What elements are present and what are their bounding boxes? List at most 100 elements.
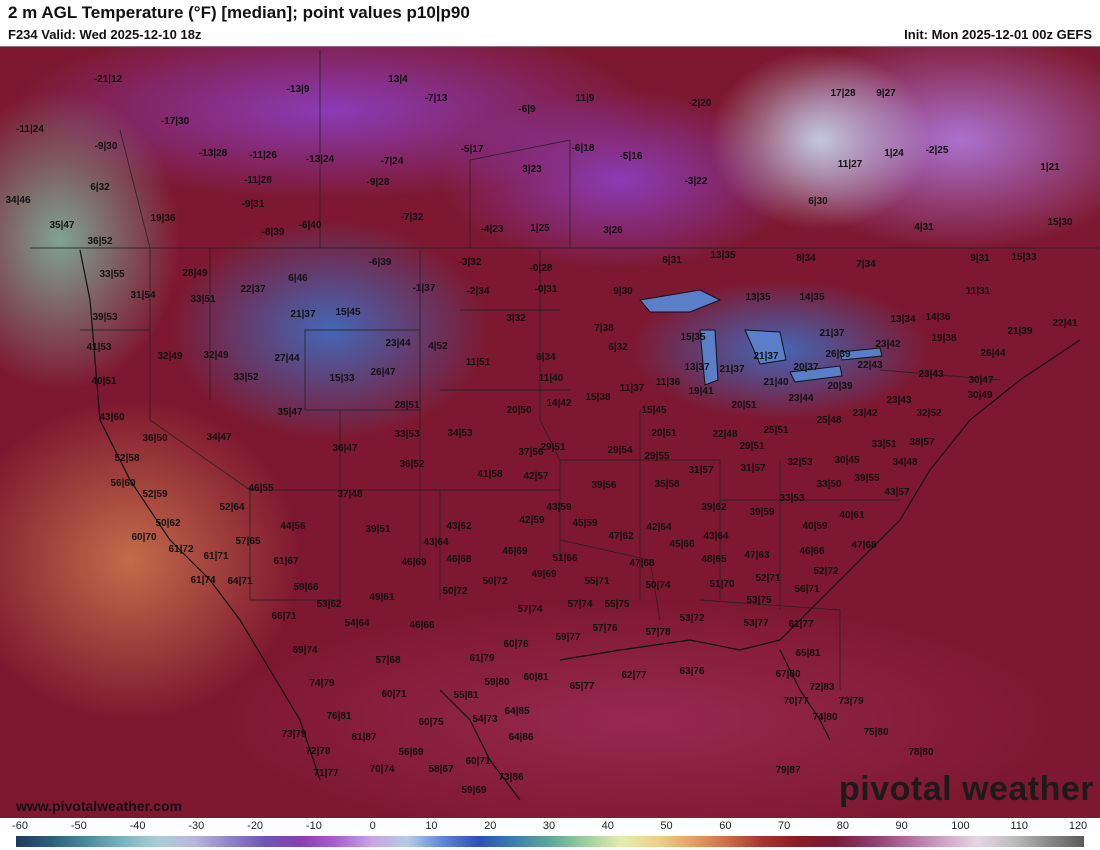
point-value-label: 22|41 xyxy=(1052,318,1077,329)
point-value-label: 65|77 xyxy=(569,681,594,692)
point-value-label: 60|70 xyxy=(131,532,156,543)
colorbar-tick-label: 30 xyxy=(542,820,556,832)
point-value-label: 52|71 xyxy=(755,573,780,584)
point-value-label: -2|20 xyxy=(689,98,712,109)
point-value-label: 38|57 xyxy=(909,437,934,448)
great-lakes xyxy=(639,289,883,386)
point-value-label: 42|57 xyxy=(523,471,548,482)
colorbar-tick-label: 0 xyxy=(369,820,376,832)
point-value-label: 30|47 xyxy=(968,375,993,386)
point-value-label: 11|31 xyxy=(966,286,991,297)
point-value-label: 40|51 xyxy=(91,376,116,387)
point-value-label: 74|80 xyxy=(812,712,837,723)
point-value-label: 81|87 xyxy=(351,732,376,743)
point-value-label: 61|72 xyxy=(168,544,193,555)
point-value-label: 73|79 xyxy=(281,729,306,740)
point-value-label: 73|86 xyxy=(498,772,523,783)
temperature-map[interactable]: -21|12 -13|9 13|4 -7|13 11|9 -2|20 17|28 9|27 -1… xyxy=(0,46,1100,818)
colorbar-tick-label: 40 xyxy=(601,820,614,832)
point-value-label: 15|45 xyxy=(641,405,666,416)
point-value-label: -2|34 xyxy=(467,286,490,297)
point-value-label: 57|76 xyxy=(592,623,617,634)
point-values-layer: -21|12 -13|9 13|4 -7|13 11|9 -2|20 17|28 9|27 -1… xyxy=(5,74,1077,796)
point-value-label: 63|76 xyxy=(679,666,704,677)
point-value-label: 3|26 xyxy=(603,225,623,236)
point-value-label: 31|57 xyxy=(740,463,765,474)
point-value-label: 22|37 xyxy=(240,284,265,295)
colorbar-tick-label: -40 xyxy=(129,820,146,832)
point-value-label: -4|23 xyxy=(481,224,504,235)
point-value-label: 32|53 xyxy=(787,457,812,468)
point-value-label: 75|80 xyxy=(863,727,888,738)
point-value-label: 48|65 xyxy=(701,554,726,565)
point-value-label: 72|78 xyxy=(305,746,330,757)
point-value-label: 29|51 xyxy=(540,442,565,453)
point-value-label: -11|24 xyxy=(16,124,44,135)
point-value-label: 15|30 xyxy=(1047,217,1072,228)
colorbar-tick-label: 90 xyxy=(895,820,908,832)
point-value-label: 21|37 xyxy=(753,351,778,362)
point-value-label: 53|72 xyxy=(679,613,704,624)
point-value-label: 52|58 xyxy=(114,453,139,464)
point-value-label: 37|56 xyxy=(518,447,543,458)
point-value-label: 6|31 xyxy=(662,255,682,266)
point-value-label: 28|51 xyxy=(394,400,419,411)
colorbar-tick-label: 10 xyxy=(425,820,438,832)
point-value-label: 55|71 xyxy=(584,576,609,587)
point-value-label: -0|28 xyxy=(530,263,553,274)
point-value-label: 32|49 xyxy=(203,350,228,361)
point-value-label: 39|53 xyxy=(92,312,117,323)
point-value-label: 26|44 xyxy=(980,348,1005,359)
point-value-label: 46|66 xyxy=(799,546,824,557)
point-value-label: 52|59 xyxy=(142,489,167,500)
point-value-label: 59|77 xyxy=(555,632,580,643)
point-value-label: 39|62 xyxy=(701,502,726,513)
point-value-label: 29|51 xyxy=(739,441,764,452)
point-value-label: 42|64 xyxy=(646,522,671,533)
point-value-label: 65|81 xyxy=(795,648,820,659)
point-value-label: 22|48 xyxy=(712,429,737,440)
point-value-label: 58|67 xyxy=(428,764,453,775)
point-value-label: 61|77 xyxy=(788,619,813,630)
point-value-label: 14|36 xyxy=(925,312,950,323)
point-value-label: 9|27 xyxy=(876,88,896,99)
point-value-label: 30|49 xyxy=(967,390,992,401)
point-value-label: 70|74 xyxy=(369,764,394,775)
point-value-label: 40|61 xyxy=(839,510,864,521)
point-value-label: 57|68 xyxy=(375,655,400,666)
point-value-label: 50|72 xyxy=(442,586,467,597)
point-value-label: 72|83 xyxy=(809,682,834,693)
point-value-label: 26|39 xyxy=(825,349,850,360)
point-value-label: 69|74 xyxy=(292,645,317,656)
point-value-label: 47|68 xyxy=(629,558,654,569)
point-value-label: 45|59 xyxy=(572,518,597,529)
point-value-label: 66|71 xyxy=(271,611,296,622)
point-value-label: 28|49 xyxy=(182,268,207,279)
point-value-label: 52|64 xyxy=(219,502,244,513)
point-value-label: 47|68 xyxy=(851,540,876,551)
point-value-label: 32|52 xyxy=(916,408,941,419)
point-value-label: 1|21 xyxy=(1040,162,1060,173)
valid-time-label: F234 Valid: Wed 2025-12-10 18z xyxy=(8,27,202,42)
point-value-label: -13|9 xyxy=(287,84,310,95)
point-value-label: 15|33 xyxy=(1011,252,1036,263)
point-value-label: 56|69 xyxy=(398,747,423,758)
point-value-label: -9|31 xyxy=(242,199,265,210)
point-value-label: 76|81 xyxy=(326,711,351,722)
point-value-label: -5|17 xyxy=(461,144,484,155)
point-value-label: 19|36 xyxy=(150,213,175,224)
website-credit[interactable]: www.pivotalweather.com xyxy=(16,798,182,814)
point-value-label: 79|87 xyxy=(775,765,800,776)
point-value-label: 1|25 xyxy=(530,223,550,234)
pacific-northwest-mild xyxy=(0,90,180,390)
point-value-label: -13|24 xyxy=(306,154,335,165)
point-value-label: -7|13 xyxy=(425,93,448,104)
point-value-label: 35|47 xyxy=(277,407,302,418)
colorbar-tick-label: 110 xyxy=(1010,820,1028,832)
point-value-label: 43|60 xyxy=(99,412,124,423)
point-value-label: 70|77 xyxy=(783,696,808,707)
point-value-label: 25|48 xyxy=(816,415,841,426)
point-value-label: 47|63 xyxy=(744,550,769,561)
colorbar-tick-label: -10 xyxy=(305,820,322,832)
point-value-label: 13|37 xyxy=(684,362,709,373)
